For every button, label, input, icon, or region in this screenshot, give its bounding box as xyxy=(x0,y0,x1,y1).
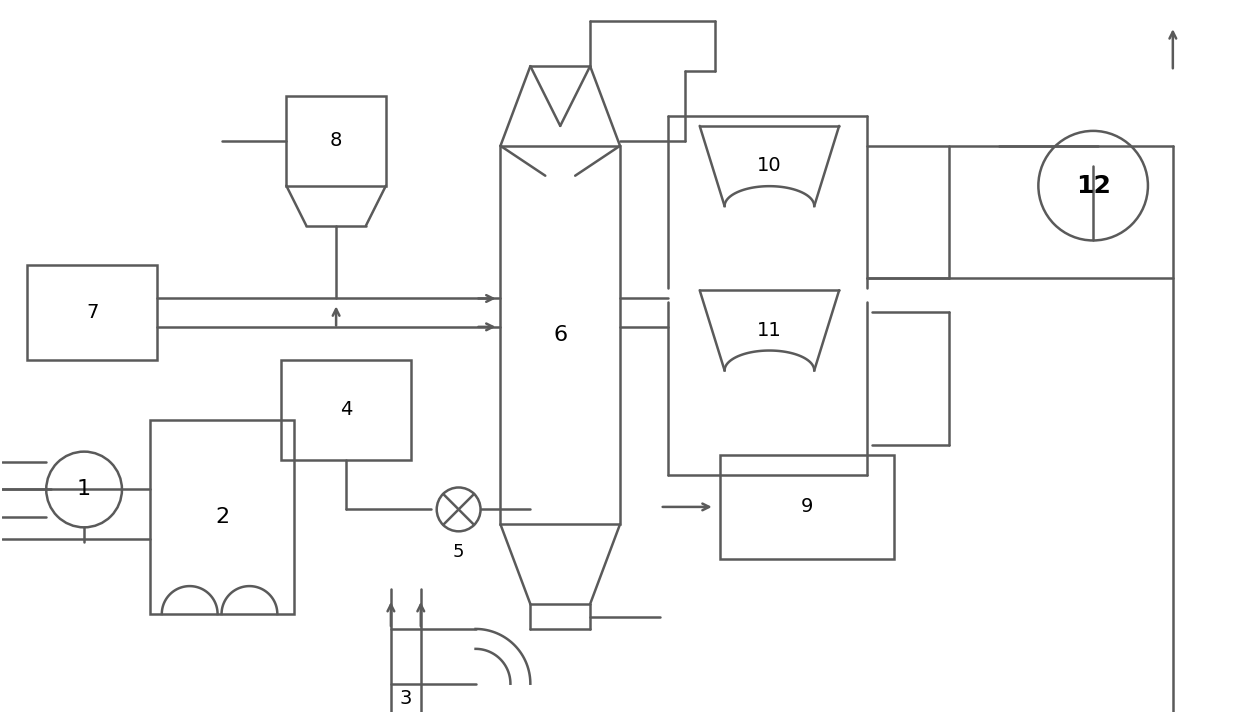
Text: 6: 6 xyxy=(553,325,567,345)
Text: 10: 10 xyxy=(758,156,781,175)
Bar xyxy=(150,420,294,614)
Text: 1: 1 xyxy=(77,479,92,500)
Bar xyxy=(27,265,156,360)
Bar xyxy=(286,96,386,185)
Text: 8: 8 xyxy=(330,131,342,150)
Bar xyxy=(501,146,620,524)
Text: 4: 4 xyxy=(340,400,352,419)
Text: 7: 7 xyxy=(86,303,98,322)
Text: 11: 11 xyxy=(758,321,781,340)
Text: 12: 12 xyxy=(1076,174,1111,198)
Bar xyxy=(719,455,894,559)
Text: 2: 2 xyxy=(215,507,229,527)
Text: 3: 3 xyxy=(399,689,412,708)
Text: 5: 5 xyxy=(453,543,465,561)
Bar xyxy=(281,360,410,460)
Text: 9: 9 xyxy=(801,498,813,516)
